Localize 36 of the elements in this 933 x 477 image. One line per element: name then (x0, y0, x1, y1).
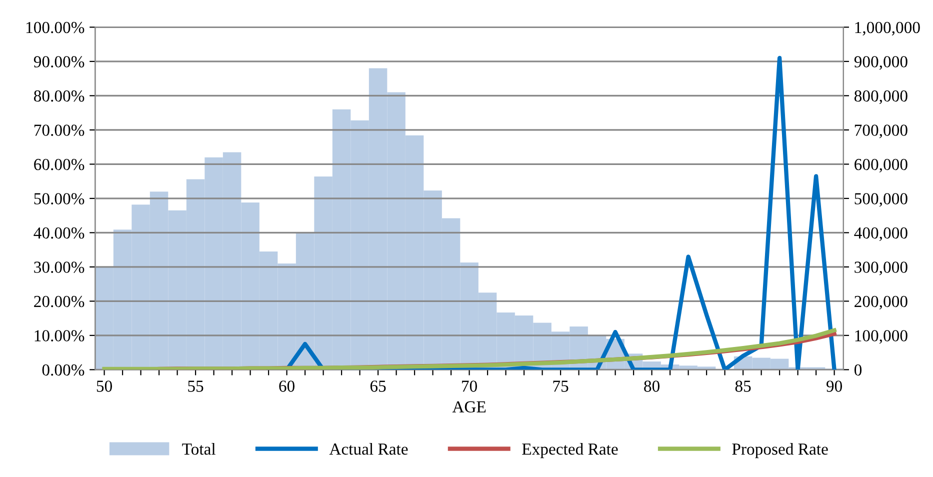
y-tick-label: 70.00% (34, 124, 84, 136)
legend-label: Proposed Rate (732, 443, 828, 458)
x-tick-label: 70 (462, 380, 477, 392)
x-tick-label: 65 (370, 380, 386, 392)
y2-tick-label: 800,000 (854, 90, 908, 104)
y-tick-label: 0.00% (42, 364, 84, 376)
y2-tick-label: 600,000 (854, 158, 908, 173)
x-tick-label: 50 (96, 380, 112, 392)
y-tick-label: 10.00% (34, 330, 84, 342)
x-tick-label: 55 (188, 380, 204, 392)
x-tick-label: 80 (644, 380, 660, 392)
x-tick-label: 75 (553, 380, 568, 392)
legend-label: Total (182, 443, 216, 455)
y-tick-label: 30.00% (34, 262, 84, 273)
y2-tick-label: 0 (854, 364, 862, 376)
x-tick-label: 85 (735, 380, 751, 392)
y-tick-label: 90.00% (34, 56, 84, 68)
x-axis-title: AGE (452, 401, 486, 412)
y2-tick-label: 200,000 (854, 296, 908, 310)
x-tick-label: 90 (826, 380, 842, 392)
y2-tick-label: 300,000 (854, 262, 908, 276)
y-tick-label: 20.00% (34, 296, 84, 308)
y2-tick-label: 900,000 (854, 56, 908, 70)
y-tick-label: 50.00% (34, 193, 84, 204)
legend-label: Actual Rate (329, 443, 408, 455)
y-tick-label: 60.00% (34, 158, 84, 170)
y2-tick-label: 500,000 (854, 193, 908, 207)
y-tick-label: 100.00% (26, 22, 84, 34)
y-tick-label: 40.00% (34, 227, 84, 239)
y2-tick-label: 1,000,000 (855, 22, 920, 36)
legend-label: Expected Rate (522, 443, 618, 458)
y2-tick-label: 700,000 (854, 124, 908, 138)
x-tick-label: 60 (279, 380, 294, 392)
y2-tick-label: 100,000 (855, 330, 908, 344)
y2-tick-label: 400,000 (854, 227, 908, 242)
y-tick-label: 80.00% (34, 90, 84, 102)
